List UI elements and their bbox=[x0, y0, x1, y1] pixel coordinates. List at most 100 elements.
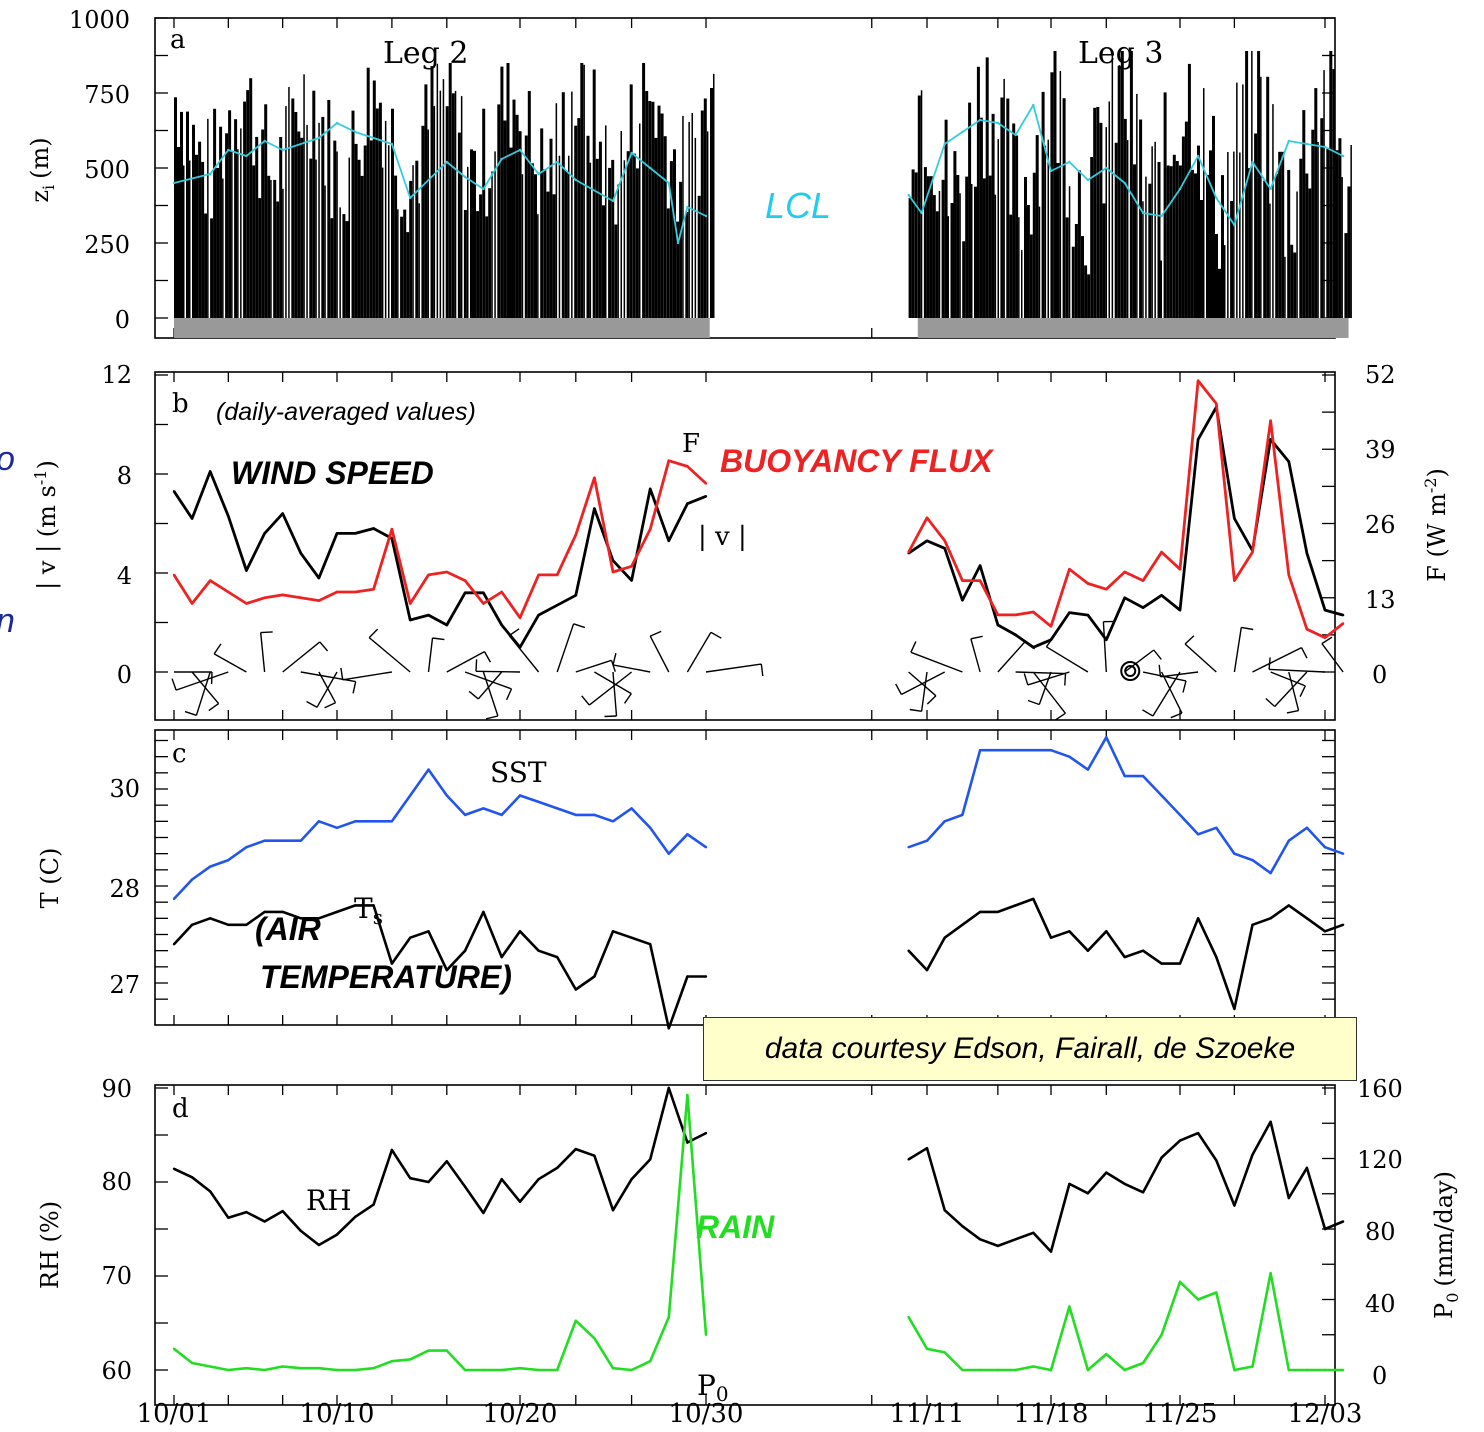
svg-text:zi(m): zi(m) bbox=[26, 137, 58, 202]
wind-speed-line-point bbox=[961, 599, 964, 602]
calm-circle-outer bbox=[1120, 661, 1141, 681]
air-temperature-line-point bbox=[537, 949, 540, 952]
zi-bar bbox=[965, 176, 969, 318]
zi-bar bbox=[673, 149, 676, 318]
wind-barb-flag bbox=[623, 693, 632, 704]
zi-bar bbox=[1157, 162, 1161, 318]
sst-line-point bbox=[943, 820, 946, 823]
zi-bar bbox=[315, 159, 317, 318]
air-temperature-line-point bbox=[574, 988, 577, 991]
zi-bar bbox=[1218, 268, 1221, 318]
rh-line-point bbox=[1123, 1182, 1126, 1186]
xtick-10-30: 10/30 bbox=[669, 1399, 744, 1429]
panel-d-frame bbox=[154, 1084, 1336, 1406]
buoyancy-flux-line-point bbox=[686, 465, 689, 468]
daily-averaged-note: (daily-averaged values) bbox=[216, 398, 476, 426]
zi-bar bbox=[997, 139, 999, 318]
zi-bar bbox=[195, 154, 198, 318]
rain-line-point bbox=[335, 1368, 339, 1372]
zi-bar bbox=[1350, 145, 1352, 318]
zi-bar bbox=[500, 66, 504, 318]
rh-line-point bbox=[1269, 1120, 1272, 1124]
wind-speed-line-point bbox=[1323, 608, 1327, 612]
lcl-line-point bbox=[920, 211, 923, 215]
wind-speed-line-point bbox=[611, 559, 615, 562]
sampling-strip bbox=[174, 318, 710, 338]
buoyancy-flux-line-point bbox=[299, 596, 302, 599]
wind-barb-flag bbox=[573, 623, 586, 629]
lcl-line-point bbox=[245, 154, 248, 158]
rain-line-point bbox=[1160, 1333, 1163, 1337]
zi-bar bbox=[1251, 51, 1253, 318]
rh-line-point bbox=[335, 1233, 339, 1236]
wind-barb bbox=[482, 671, 499, 717]
wind-barb-flag bbox=[319, 641, 329, 652]
zi-bar bbox=[309, 158, 313, 318]
sst-line-point bbox=[354, 820, 357, 823]
air-temperature-line-point bbox=[1215, 955, 1218, 959]
zi-bar bbox=[623, 160, 626, 318]
zi-bar bbox=[1053, 51, 1057, 318]
wind-speed-line-point bbox=[574, 594, 577, 597]
air-temperature-label-line1: (AIR bbox=[255, 911, 321, 947]
zi-bar bbox=[1347, 186, 1351, 318]
buoyancy-flux-line-point bbox=[1215, 402, 1218, 405]
zi-bar bbox=[1200, 200, 1203, 318]
buoyancy-flux-line-point bbox=[190, 602, 194, 605]
zi-bar bbox=[258, 198, 262, 318]
zi-bar bbox=[950, 203, 954, 318]
buoyancy-flux-line-point bbox=[1323, 636, 1327, 639]
wind-speed-line-point bbox=[593, 507, 596, 510]
wind-speed-line-point bbox=[1014, 633, 1017, 637]
buoyancy-flux-line-point bbox=[209, 579, 212, 582]
wind-barb-flag bbox=[508, 628, 520, 637]
zi-bar bbox=[460, 96, 463, 318]
air-temperature-line-point bbox=[1049, 936, 1053, 939]
buoyancy-flux-line-point bbox=[556, 573, 559, 577]
buoyancy-flux-line-point bbox=[1287, 573, 1291, 577]
sst-line-point bbox=[961, 813, 964, 817]
zi-bar bbox=[1099, 122, 1103, 318]
wind-barb-flag bbox=[213, 643, 222, 655]
wind-barb bbox=[1269, 668, 1326, 673]
zi-bar bbox=[1190, 169, 1194, 318]
leg2-label: Leg 2 bbox=[383, 36, 469, 71]
zi-bar bbox=[201, 161, 205, 318]
lcl-line-point bbox=[943, 142, 946, 146]
wind-barb bbox=[1160, 671, 1199, 678]
air-temperature-line-point bbox=[667, 1027, 670, 1030]
air-temperature-line-point bbox=[1141, 949, 1145, 952]
zi-bar bbox=[1096, 107, 1100, 318]
air-temperature-line-point bbox=[263, 910, 266, 914]
wind-barb-flag bbox=[610, 660, 616, 672]
buoyancy-flux-line-point bbox=[1305, 628, 1309, 631]
zi-bar bbox=[580, 63, 584, 318]
buoyancy-flux-line-point bbox=[1269, 419, 1272, 422]
ytick-c-28: 28 bbox=[109, 875, 140, 903]
buoyancy-flux-line-point bbox=[611, 570, 615, 574]
wind-barb-flag bbox=[483, 651, 492, 663]
air-temperature-line-point bbox=[1305, 917, 1309, 920]
lcl-line bbox=[173, 122, 707, 244]
rh-line-point bbox=[500, 1178, 503, 1181]
lcl-line-point bbox=[1196, 154, 1200, 158]
wind-speed-line-point bbox=[445, 623, 448, 627]
panel-c-marks bbox=[172, 735, 1345, 1030]
rain-line-point bbox=[409, 1358, 412, 1361]
wind-speed-line-point bbox=[1160, 594, 1163, 597]
zi-bar bbox=[412, 165, 414, 318]
wind-barb-flag bbox=[760, 664, 764, 677]
zi-bar bbox=[1047, 139, 1049, 318]
zi-bar bbox=[1344, 233, 1348, 318]
rh-line-point bbox=[943, 1209, 946, 1212]
wind-speed-line-point bbox=[463, 591, 467, 594]
sst-line-point bbox=[227, 858, 230, 862]
wind-barb-flag bbox=[604, 715, 617, 718]
zi-bar bbox=[935, 211, 939, 318]
zi-bar bbox=[1093, 107, 1097, 318]
lcl-line-point bbox=[574, 178, 577, 182]
zi-bar bbox=[1074, 224, 1078, 318]
lcl-line-point bbox=[390, 142, 394, 146]
zi-bar bbox=[543, 169, 547, 318]
wind-barb-flag bbox=[324, 702, 336, 709]
